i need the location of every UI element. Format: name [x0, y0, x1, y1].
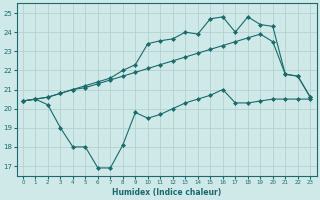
- X-axis label: Humidex (Indice chaleur): Humidex (Indice chaleur): [112, 188, 221, 197]
